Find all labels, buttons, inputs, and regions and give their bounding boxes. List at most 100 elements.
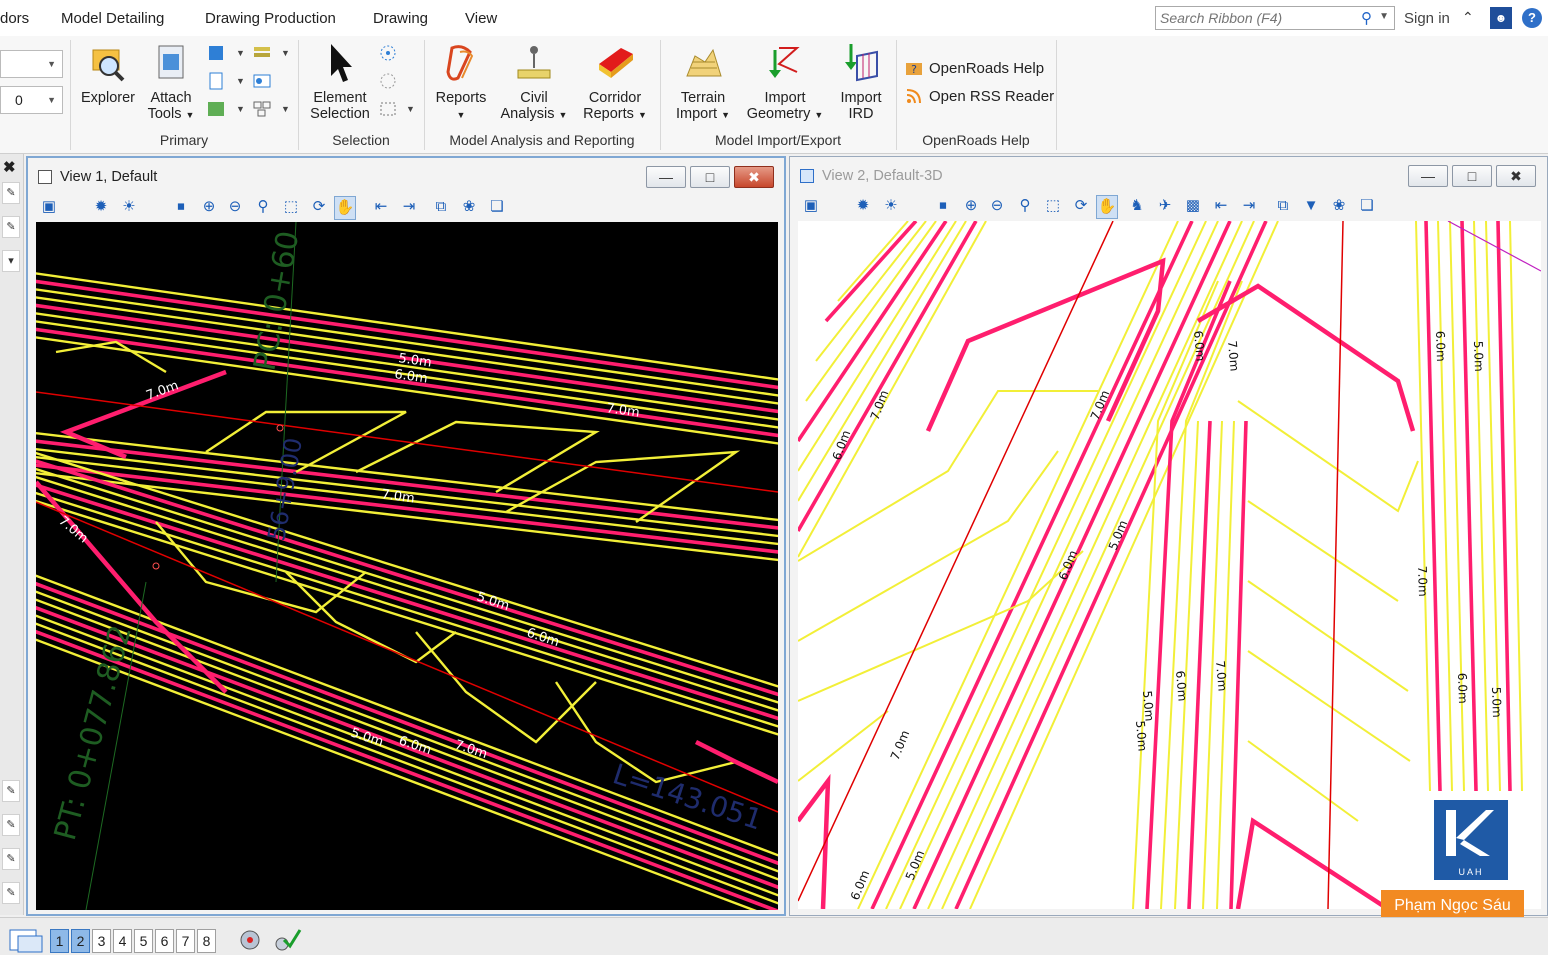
references-icon[interactable]	[206, 72, 226, 90]
check-icon[interactable]	[272, 926, 302, 954]
maximize-button[interactable]: □	[690, 166, 730, 188]
contour-band-diagonal	[36, 451, 778, 736]
fly-icon[interactable]: ✈	[1158, 197, 1172, 214]
search-icon[interactable]: ⚲	[1361, 10, 1372, 27]
window-area-icon[interactable]: ⚲	[1019, 197, 1031, 214]
view-2-canvas[interactable]: 7.0m 6.0m 7.0m 5.0m 6.0m 7.0m 6.0m 5.0m …	[798, 221, 1541, 909]
view-toggle-7[interactable]: 7	[176, 929, 195, 953]
view-groups-icon[interactable]: ❀	[1332, 197, 1346, 214]
fit-view-icon[interactable]: ⬚	[283, 198, 299, 215]
properties-icon[interactable]	[252, 72, 272, 90]
fit-view-icon[interactable]: ⬚	[1045, 197, 1061, 214]
view-toggle-5[interactable]: 5	[134, 929, 153, 953]
maximize-button[interactable]: □	[1452, 165, 1492, 187]
display-style-icon[interactable]: ✹	[94, 198, 108, 215]
next-view-icon[interactable]: ⇥	[402, 198, 416, 215]
sign-in-link[interactable]: Sign in	[1404, 10, 1450, 27]
models-icon[interactable]	[206, 44, 226, 62]
select-none-icon[interactable]	[378, 72, 398, 90]
fence-icon[interactable]	[378, 100, 398, 118]
view-toggle-2[interactable]: 2	[71, 929, 90, 953]
tool-pencil-icon[interactable]: ✎	[2, 882, 20, 904]
view-groups-icon[interactable]: ❀	[462, 198, 476, 215]
attach-tools-button[interactable]: Attach Tools ▼	[142, 42, 200, 123]
corridor-reports-button[interactable]: Corridor Reports ▼	[578, 42, 652, 123]
view-toggle-8[interactable]: 8	[197, 929, 216, 953]
previous-view-icon[interactable]: ⇤	[374, 198, 388, 215]
minimize-button[interactable]: —	[1408, 165, 1448, 187]
weight-combo[interactable]: 0 ▼	[0, 86, 63, 114]
clip-element-icon[interactable]: ❏	[1360, 197, 1374, 214]
copy-view-icon[interactable]: ⧉	[435, 198, 447, 215]
element-selection-button[interactable]: Element Selection	[304, 42, 376, 122]
view-1-canvas[interactable]: PC: 0+60 PT: 0+077.862 56+9.00 L=143.051…	[36, 222, 778, 910]
tool-pencil-icon[interactable]: ✎	[2, 780, 20, 802]
zoom-in-icon[interactable]: ⊕	[202, 198, 216, 215]
search-input[interactable]	[1156, 7, 1351, 29]
previous-view-icon[interactable]: ⇤	[1214, 197, 1228, 214]
reports-button[interactable]: Reports ▼	[430, 42, 492, 123]
window-area-icon[interactable]: ⚲	[257, 198, 269, 215]
close-button[interactable]: ✖	[1496, 165, 1536, 187]
view-toggle-4[interactable]: 4	[113, 929, 132, 953]
tool-pencil-icon[interactable]: ✎	[2, 848, 20, 870]
display-style-icon[interactable]: ✹	[856, 197, 870, 214]
camera-icon[interactable]: ▩	[1185, 197, 1201, 214]
tab-view[interactable]: View	[465, 10, 498, 27]
view-toggle-1[interactable]: 1	[50, 929, 69, 953]
copy-view-icon[interactable]: ⧉	[1277, 197, 1289, 214]
help-icon[interactable]: ?	[1522, 8, 1542, 28]
view-windows-icon[interactable]	[8, 926, 44, 954]
close-icon[interactable]: ✖	[3, 159, 16, 176]
tool-arrow-icon[interactable]: ▾	[2, 250, 20, 272]
clip-volume-icon[interactable]: ⏹	[177, 198, 185, 215]
level-combo[interactable]: ▼	[0, 50, 63, 78]
openroads-help-link[interactable]: OpenRoads Help	[929, 60, 1045, 77]
open-rss-reader-link[interactable]: Open RSS Reader	[929, 88, 1055, 105]
zoom-out-icon[interactable]: ⊖	[990, 197, 1004, 214]
civil-analysis-button[interactable]: Civil Analysis ▼	[497, 42, 571, 123]
lighting-icon[interactable]: ☀	[122, 198, 136, 215]
zoom-out-icon[interactable]: ⊖	[228, 198, 242, 215]
zoom-in-icon[interactable]: ⊕	[964, 197, 978, 214]
view-attributes-icon[interactable]: ▣	[41, 198, 57, 215]
tab-model-detailing[interactable]: Model Detailing	[61, 10, 165, 27]
explorer-button[interactable]: Explorer	[78, 42, 138, 106]
tool-pencil-icon[interactable]: ✎	[2, 182, 20, 204]
import-geometry-button[interactable]: Import Geometry ▼	[744, 42, 826, 123]
next-view-icon[interactable]: ⇥	[1242, 197, 1256, 214]
minimize-button[interactable]: —	[646, 166, 686, 188]
levels-icon[interactable]	[252, 44, 272, 62]
chevron-down-icon[interactable]: ▼	[1379, 11, 1389, 22]
walk-icon[interactable]: ♞	[1130, 197, 1144, 214]
explorer-icon	[92, 49, 125, 82]
tab-drawing[interactable]: Drawing	[373, 10, 429, 27]
rotate-view-icon[interactable]: ⟳	[1074, 197, 1088, 214]
group-label-model-analysis: Model Analysis and Reporting	[449, 132, 635, 148]
rotate-view-icon[interactable]: ⟳	[312, 198, 326, 215]
community-icon[interactable]: ☻	[1490, 7, 1512, 29]
terrain-import-button[interactable]: Terrain Import ▼	[668, 42, 738, 123]
tab-dors[interactable]: dors	[0, 10, 30, 27]
pan-view-icon[interactable]: ✋	[1096, 195, 1118, 219]
select-all-icon[interactable]	[378, 44, 398, 62]
tab-drawing-production[interactable]: Drawing Production	[205, 10, 336, 27]
import-ird-button[interactable]: Import IRD	[832, 42, 890, 122]
clip-element-icon[interactable]: ❏	[490, 198, 504, 215]
tool-pencil-icon[interactable]: ✎	[2, 216, 20, 238]
raster-icon[interactable]	[206, 100, 226, 118]
standard-view-icon[interactable]: ▼	[1303, 197, 1319, 214]
pan-view-icon[interactable]: ✋	[334, 196, 356, 220]
view-attributes-icon[interactable]: ▣	[803, 197, 819, 214]
logo-text: UAH	[1458, 867, 1484, 877]
snap-mode-icon[interactable]	[236, 926, 264, 954]
lighting-icon[interactable]: ☀	[884, 197, 898, 214]
tool-pencil-icon[interactable]: ✎	[2, 814, 20, 836]
close-button[interactable]: ✖	[734, 166, 774, 188]
view-toggle-6[interactable]: 6	[155, 929, 174, 953]
item-types-icon[interactable]	[252, 100, 272, 118]
collapse-ribbon-icon[interactable]: ⌃	[1462, 9, 1474, 25]
view-toggle-3[interactable]: 3	[92, 929, 111, 953]
clip-volume-icon[interactable]: ⏹	[939, 197, 947, 214]
contour-band-center	[857, 221, 1279, 909]
